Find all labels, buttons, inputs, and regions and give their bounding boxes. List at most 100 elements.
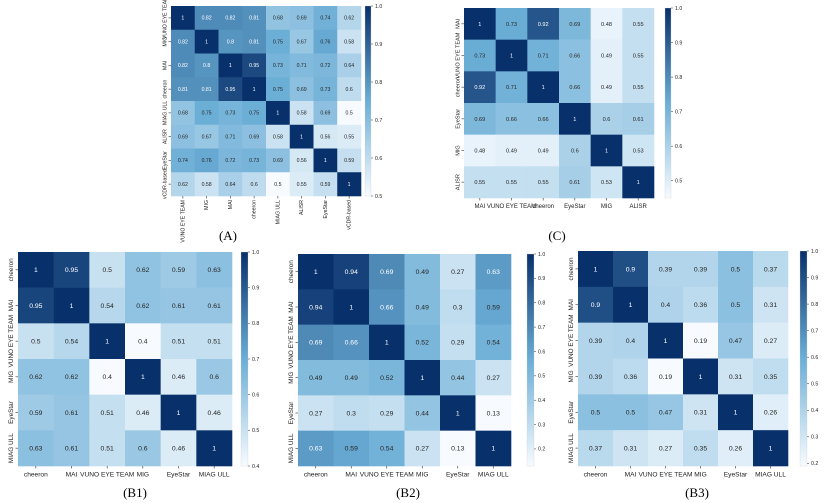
cell-value-label: 0.55 <box>474 180 485 186</box>
heatmap-cell <box>313 101 338 126</box>
cell-value-label: 0.6 <box>571 148 579 154</box>
heatmap-cell <box>89 252 126 288</box>
cell-value-label: 0.3 <box>453 304 463 311</box>
cell-value-label: 1 <box>699 374 703 381</box>
heatmap-cell <box>440 430 476 467</box>
cell-value-label: 1 <box>276 111 279 117</box>
heatmap-cell <box>171 124 196 149</box>
heatmap-cell <box>333 254 370 290</box>
heatmap-cell <box>559 134 591 167</box>
heatmap-cell <box>194 148 219 173</box>
cell-value-label: 0.49 <box>538 148 549 154</box>
cell-value-label: 0.29 <box>451 340 464 347</box>
heatmap-cell <box>218 148 243 173</box>
heatmap-cell <box>559 103 591 135</box>
colorbar-tick-label: 0.6 <box>375 156 382 162</box>
heatmap-cell <box>718 251 754 288</box>
y-tick-label: cheeron <box>8 258 15 282</box>
heatmap-cell <box>337 53 362 78</box>
cell-value-label: 0.94 <box>345 269 358 276</box>
heatmap-cell <box>218 124 243 149</box>
heatmap-cell <box>53 430 90 467</box>
cell-value-label: 0.63 <box>309 446 322 453</box>
cell-value-label: 0.72 <box>225 158 235 164</box>
cell-value-label: 0.82 <box>178 39 188 45</box>
heatmap-cell <box>313 172 338 197</box>
x-tick-label: MIG <box>601 204 613 210</box>
heatmap-cell <box>53 252 90 288</box>
colorbar-tick-label: 0.9 <box>538 276 545 282</box>
heatmap-cell <box>289 53 314 78</box>
colorbar-tick-label: 0.4 <box>252 464 259 470</box>
y-tick-label: vCDR-based <box>162 169 168 199</box>
colorbar <box>240 251 249 467</box>
heatmap-cell <box>89 430 126 467</box>
y-tick-label: MIAG ULL <box>288 433 295 463</box>
heatmap-cell <box>125 323 161 360</box>
cell-value-label: 1 <box>385 340 389 347</box>
heatmap-cell <box>495 8 528 40</box>
y-tick-label: EyeStar <box>288 401 295 425</box>
x-tick-label: VUNO EYE TEAM <box>638 472 692 479</box>
cell-value-label: 1 <box>491 446 495 453</box>
cell-value-label: 0.47 <box>659 410 672 417</box>
colorbar <box>664 7 672 199</box>
cell-value-label: 0.58 <box>344 39 354 45</box>
cell-value-label: 0.75 <box>273 39 283 45</box>
cell-value-label: 0.29 <box>380 410 393 417</box>
heatmap-cell <box>337 77 362 102</box>
heatmap-cell <box>242 101 267 126</box>
cell-value-label: 0.62 <box>136 267 149 274</box>
cell-value-label: 0.66 <box>569 85 580 91</box>
cell-value-label: 1 <box>105 339 109 346</box>
colorbar-tick-label: 1.0 <box>811 249 818 255</box>
colorbar-tick-label: 0.7 <box>252 357 259 363</box>
y-tick-label: VUNO EYE TEAM <box>568 314 575 366</box>
cell-value-label: 0.46 <box>208 410 221 417</box>
heatmap-cell <box>160 359 197 395</box>
heatmap-cell <box>194 101 219 126</box>
cell-value-label: 1 <box>629 302 633 309</box>
cell-value-label: 0.56 <box>297 158 307 164</box>
heatmap-cell <box>242 53 267 78</box>
cell-value-label: 1 <box>212 446 216 453</box>
heatmap-cell <box>337 148 362 173</box>
cell-value-label: 0.71 <box>225 134 235 140</box>
heatmap-cell <box>590 134 623 167</box>
x-tick-label: cheeron <box>252 200 258 219</box>
cell-value-label: 0.76 <box>320 39 330 45</box>
cell-value-label: 0.59 <box>320 182 330 188</box>
x-tick-label: MIG <box>204 200 210 210</box>
heatmap-cell <box>495 134 528 167</box>
heatmap-cell <box>218 172 243 197</box>
heatmap-cell <box>404 324 441 361</box>
cell-value-label: 0.6 <box>138 446 148 453</box>
cell-value-label: 0.69 <box>380 269 393 276</box>
heatmap-cell <box>464 71 496 104</box>
x-tick-label: cheeron <box>24 472 48 479</box>
x-tick-label: cheeron <box>584 472 608 479</box>
heatmap-cell <box>298 289 334 325</box>
heatmap-cell <box>648 286 684 323</box>
x-tick-label: MIAG ULL <box>755 472 786 479</box>
heatmap-cell <box>578 394 614 431</box>
cell-value-label: 0.62 <box>65 374 78 381</box>
cell-value-label: 0.58 <box>202 182 212 188</box>
heatmap-cell <box>475 324 512 361</box>
cell-value-label: 0.55 <box>633 85 644 91</box>
cell-value-label: 0.51 <box>101 410 114 417</box>
heatmap-cell <box>527 134 560 167</box>
colorbar-tick-label: 1.0 <box>538 252 545 258</box>
heatmap-cell <box>160 394 197 431</box>
heatmap-cell <box>590 166 623 199</box>
colorbar-tick-label: 0.5 <box>252 428 259 434</box>
heatmap-cell <box>718 394 754 431</box>
colorbar-tick-label: 0.2 <box>811 461 818 467</box>
x-tick-label: EyeStar <box>564 204 585 210</box>
cell-value-label: 0.55 <box>633 53 644 59</box>
x-tick-label: MIAG ULL <box>275 200 281 224</box>
heatmap-cell <box>369 430 405 467</box>
heatmap-cell <box>753 251 789 288</box>
cell-value-label: 0.26 <box>729 445 742 452</box>
cell-value-label: 0.71 <box>538 53 549 59</box>
